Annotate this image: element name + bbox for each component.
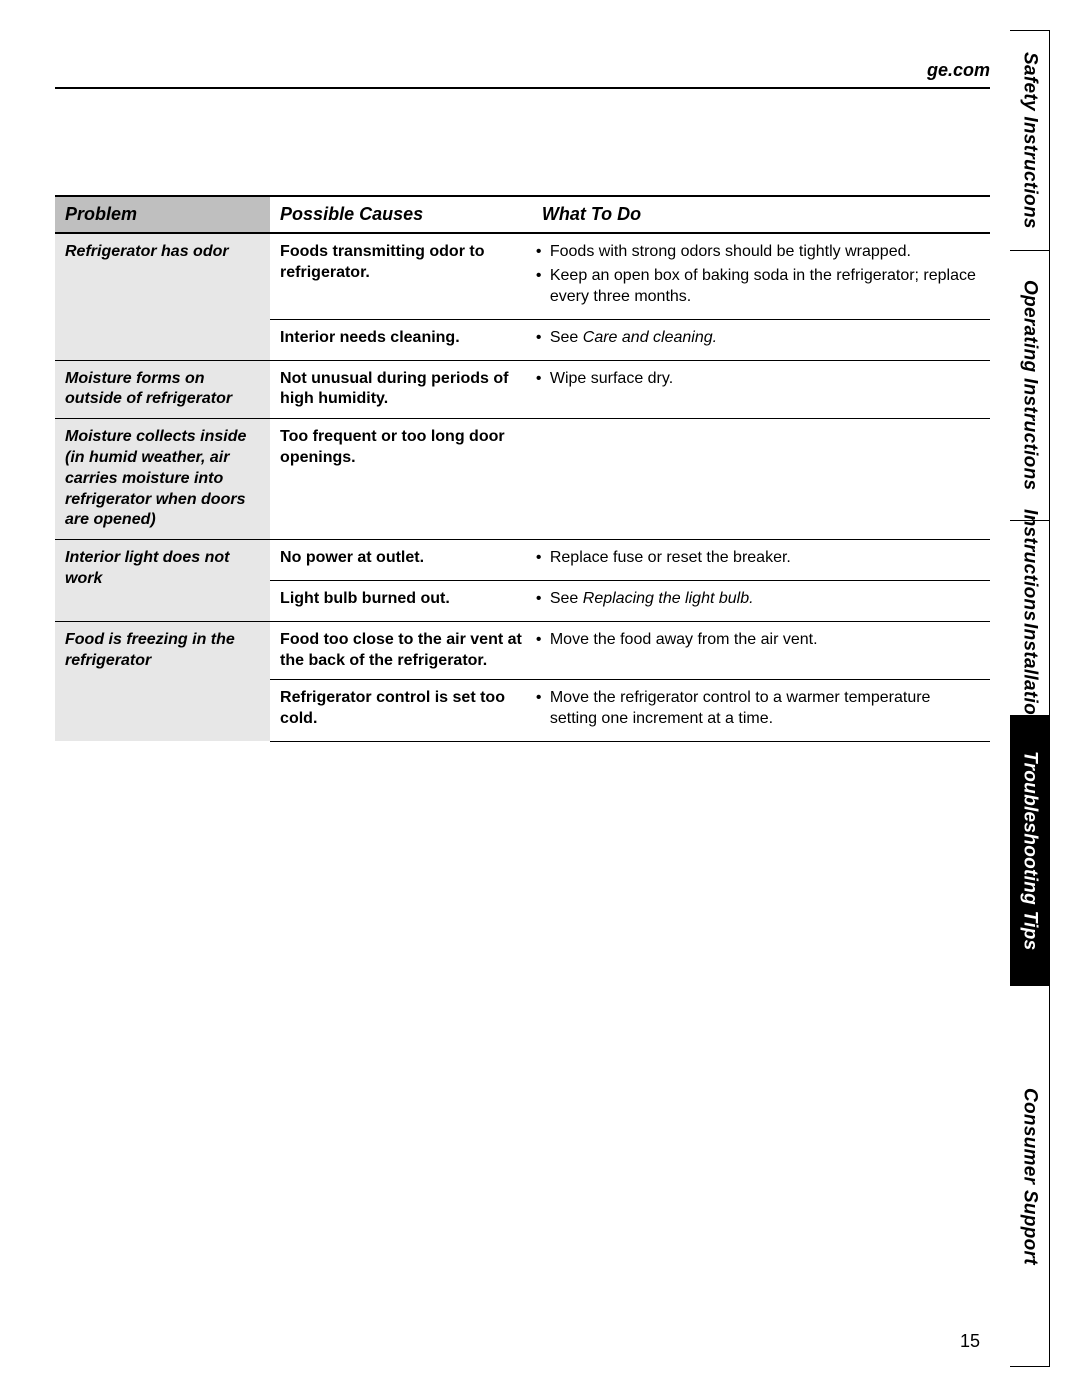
action-item: Replace fuse or reset the breaker. xyxy=(536,548,980,569)
what-cell: See Replacing the light bulb. xyxy=(532,580,990,621)
cause-cell: Foods transmitting odor to refrigerator. xyxy=(270,233,532,319)
action-item: See Replacing the light bulb. xyxy=(536,589,980,610)
site-url: ge.com xyxy=(55,60,990,87)
action-item: Foods with strong odors should be tightl… xyxy=(536,242,980,263)
table-row: Moisture collects inside (in humid weath… xyxy=(55,419,990,540)
side-tab[interactable]: Operating Instructions xyxy=(1010,251,1049,521)
action-item: Move the food away from the air vent. xyxy=(536,630,980,651)
header-rule xyxy=(55,87,990,89)
cause-cell: No power at outlet. xyxy=(270,540,532,581)
col-header-cause: Possible Causes xyxy=(270,196,532,233)
what-cell: Foods with strong odors should be tightl… xyxy=(532,233,990,319)
content-area: Problem Possible Causes What To Do Refri… xyxy=(55,195,990,742)
problem-cell: Food is freezing in the refrigerator xyxy=(55,621,270,741)
side-tab[interactable]: Consumer Support xyxy=(1010,986,1049,1366)
page-number: 15 xyxy=(960,1331,980,1352)
side-tab[interactable]: InstructionsInstallation xyxy=(1010,521,1049,716)
what-cell: Wipe surface dry. xyxy=(532,360,990,419)
cause-cell: Too frequent or too long door openings. xyxy=(270,419,532,540)
action-item: Move the refrigerator control to a warme… xyxy=(536,688,980,730)
cause-cell: Interior needs cleaning. xyxy=(270,319,532,360)
col-header-what: What To Do xyxy=(532,196,990,233)
problem-cell: Moisture collects inside (in humid weath… xyxy=(55,419,270,540)
side-tab-frame: Safety InstructionsOperating Instruction… xyxy=(1010,30,1050,1367)
what-cell: Move the food away from the air vent. xyxy=(532,621,990,680)
problem-cell: Moisture forms on outside of refrigerato… xyxy=(55,360,270,419)
col-header-problem: Problem xyxy=(55,196,270,233)
what-cell: See Care and cleaning. xyxy=(532,319,990,360)
cause-cell: Not unusual during periods of high humid… xyxy=(270,360,532,419)
problem-cell: Interior light does not work xyxy=(55,540,270,622)
what-cell: Move the refrigerator control to a warme… xyxy=(532,680,990,742)
action-item: Keep an open box of baking soda in the r… xyxy=(536,266,980,308)
what-cell: Replace fuse or reset the breaker. xyxy=(532,540,990,581)
table-body: Refrigerator has odorFoods transmitting … xyxy=(55,233,990,741)
cause-cell: Light bulb burned out. xyxy=(270,580,532,621)
table-row: Food is freezing in the refrigeratorFood… xyxy=(55,621,990,680)
side-tab[interactable]: Troubleshooting Tips xyxy=(1010,716,1049,986)
table-row: Interior light does not workNo power at … xyxy=(55,540,990,581)
action-item: See Care and cleaning. xyxy=(536,328,980,349)
cause-cell: Refrigerator control is set too cold. xyxy=(270,680,532,742)
header: ge.com xyxy=(55,60,990,89)
table-header-row: Problem Possible Causes What To Do xyxy=(55,196,990,233)
table-row: Refrigerator has odorFoods transmitting … xyxy=(55,233,990,319)
table-row: Moisture forms on outside of refrigerato… xyxy=(55,360,990,419)
action-item: Wipe surface dry. xyxy=(536,369,980,390)
side-tab[interactable]: Safety Instructions xyxy=(1010,31,1049,251)
cause-cell: Food too close to the air vent at the ba… xyxy=(270,621,532,680)
problem-cell: Refrigerator has odor xyxy=(55,233,270,360)
what-cell xyxy=(532,419,990,540)
troubleshoot-table: Problem Possible Causes What To Do Refri… xyxy=(55,195,990,742)
